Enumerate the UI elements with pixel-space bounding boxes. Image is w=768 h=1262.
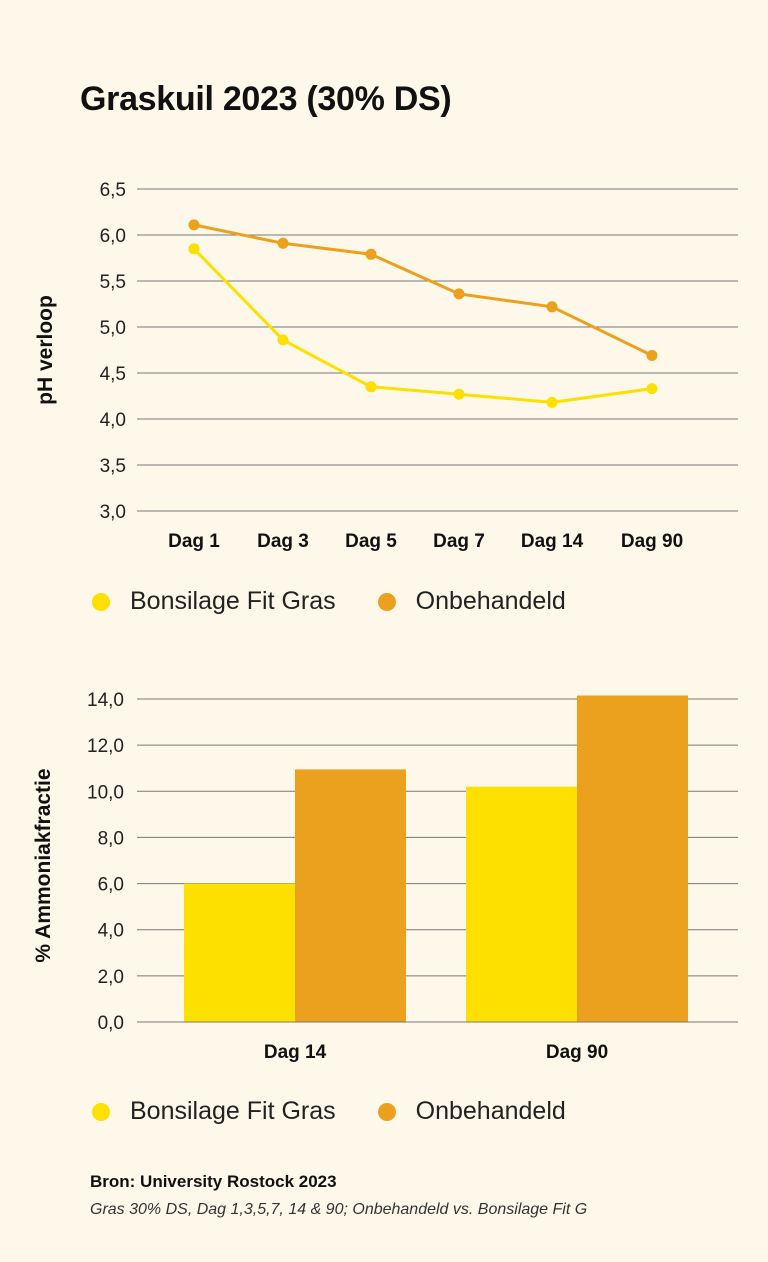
ph-y-tick: 6,0 [100,226,126,247]
ph-point-onb [188,219,200,231]
ph-y-tick: 4,5 [100,364,126,385]
ph-point-onb [277,237,289,249]
ammonia-bar-fit [466,786,577,1022]
legend-label-fit-2: Bonsilage Fit Gras [130,1097,336,1125]
source-details: Gras 30% DS, Dag 1,3,5,7, 14 & 90; Onbeh… [90,1201,588,1218]
legend-label-fit: Bonsilage Fit Gras [130,587,336,615]
ph-line-onb [193,223,653,357]
ammonia-bar-onb [295,769,406,1022]
ph-legend: Bonsilage Fit Gras Onbehandeld [92,587,608,616]
legend-item-fit-2: Bonsilage Fit Gras [92,1097,336,1126]
ph-x-tick-labels: Dag 1 Dag 3 Dag 5 Dag 7 Dag 14 Dag 90 [168,531,683,552]
ph-point-fit [365,381,377,393]
legend-item-fit: Bonsilage Fit Gras [92,587,336,616]
ammonia-bar-onb [577,695,688,1022]
ammonia-y-tick: 10,0 [87,782,124,803]
ph-line-chart: Dag 1 Dag 3 Dag 5 Dag 7 Dag 14 Dag 90 3,0 3,5 4… [34,180,738,552]
legend-item-onb: Onbehandeld [377,587,566,616]
ph-data-points [188,219,658,408]
legend-dot-onb-2 [377,1102,396,1121]
source-note: Bron: University Rostock 2023 Gras 30% D… [90,1172,587,1219]
ph-point-fit [546,396,558,408]
ammonia-bars [137,695,738,1023]
chart-title: Graskuil 2023 (30% DS) [80,80,452,118]
ph-y-tick: 5,0 [100,318,126,339]
legend-label-onb: Onbehandeld [415,587,566,615]
ammonia-y-tick: 6,0 [98,875,124,896]
ph-point-onb [646,350,658,361]
ammonia-y-tick: 4,0 [98,921,124,942]
ammonia-x-tick: Dag 14 [264,1042,327,1063]
legend-dot-fit-2 [92,1102,110,1121]
ph-grid [137,188,738,512]
ph-point-fit [453,388,465,400]
ph-y-axis-label: pH verloop [34,295,57,405]
ammonia-y-axis-label: % Ammoniakfractie [32,768,55,962]
ph-x-tick: Dag 1 [168,531,220,552]
ph-y-tick: 4,0 [100,410,126,431]
ammonia-y-tick: 12,0 [87,736,124,757]
ph-y-tick: 3,0 [100,502,126,523]
ammonia-bar-chart: Dag 14 Dag 90 0,0 2,0 4,0 6,0 8,0 10,0 12,0 14,0… [32,690,738,1063]
legend-dot-onb [377,592,396,611]
ph-point-onb [453,288,465,300]
ammonia-legend: Bonsilage Fit Gras Onbehandeld [92,1097,608,1126]
ammonia-x-tick-labels: Dag 14 Dag 90 [264,1042,608,1063]
ph-series-lines [192,223,653,404]
ph-x-tick: Dag 90 [621,531,683,552]
ph-y-tick: 3,5 [100,456,126,477]
legend-label-onb-2: Onbehandeld [415,1097,566,1125]
ph-y-tick-labels: 3,0 3,5 4,0 4,5 5,0 5,5 6,0 6,5 [100,180,126,523]
ph-y-tick: 5,5 [100,272,126,293]
ph-point-fit [277,334,289,346]
ph-point-fit [646,383,658,395]
ammonia-y-tick: 8,0 [98,828,124,849]
ammonia-y-tick: 14,0 [87,690,124,711]
ammonia-x-tick: Dag 90 [546,1042,608,1063]
ph-point-fit [188,243,200,255]
source-title: Bron: University Rostock 2023 [90,1172,337,1191]
ammonia-y-tick-labels: 0,0 2,0 4,0 6,0 8,0 10,0 12,0 14,0 [87,690,124,1034]
ammonia-y-tick: 2,0 [98,967,124,988]
legend-dot-fit [92,592,110,611]
ph-x-tick: Dag 5 [345,531,397,552]
ph-x-tick: Dag 7 [433,531,485,552]
ph-y-tick: 6,5 [100,180,126,201]
legend-item-onb-2: Onbehandeld [377,1097,566,1126]
ph-line-fit [192,247,653,404]
ammonia-bar-fit [184,883,295,1022]
ammonia-y-tick: 0,0 [98,1013,124,1034]
ph-point-onb [546,301,558,313]
ph-x-tick: Dag 3 [257,531,309,552]
ph-x-tick: Dag 14 [521,531,584,552]
ph-point-onb [365,248,377,260]
